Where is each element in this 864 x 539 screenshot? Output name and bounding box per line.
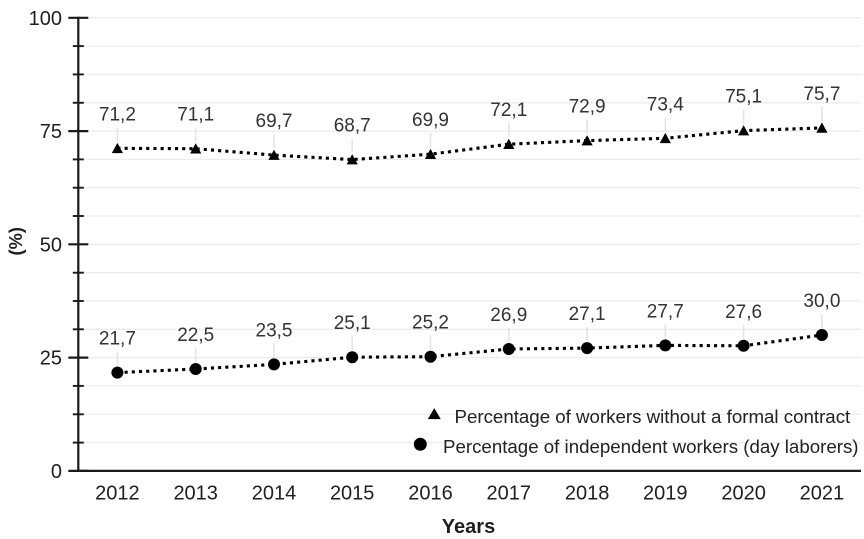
svg-text:22,5: 22,5 [177, 325, 214, 346]
svg-text:25: 25 [40, 348, 62, 370]
svg-text:27,7: 27,7 [647, 301, 684, 322]
svg-text:2016: 2016 [408, 483, 453, 505]
svg-text:27,1: 27,1 [569, 304, 606, 325]
svg-text:27,6: 27,6 [725, 302, 762, 323]
svg-text:75,1: 75,1 [725, 87, 762, 108]
svg-text:26,9: 26,9 [490, 305, 527, 326]
svg-text:2020: 2020 [721, 483, 766, 505]
svg-text:50: 50 [40, 234, 62, 256]
svg-text:72,9: 72,9 [569, 97, 606, 118]
svg-text:2019: 2019 [643, 483, 688, 505]
svg-text:Percentage of workers without: Percentage of workers without a formal c… [455, 406, 852, 427]
svg-text:2021: 2021 [800, 483, 845, 505]
svg-text:23,5: 23,5 [256, 320, 293, 341]
svg-text:2014: 2014 [252, 483, 297, 505]
svg-text:75,7: 75,7 [803, 84, 840, 105]
svg-text:100: 100 [29, 8, 62, 30]
svg-text:0: 0 [51, 461, 62, 483]
svg-text:2013: 2013 [173, 483, 218, 505]
svg-text:72,1: 72,1 [490, 100, 527, 121]
svg-text:21,7: 21,7 [99, 329, 136, 350]
svg-text:(%): (%) [5, 227, 26, 255]
svg-text:2012: 2012 [95, 483, 140, 505]
svg-text:75: 75 [40, 121, 62, 143]
svg-text:2018: 2018 [565, 483, 610, 505]
svg-text:73,4: 73,4 [647, 94, 684, 115]
svg-text:69,7: 69,7 [256, 111, 293, 132]
svg-text:69,9: 69,9 [412, 110, 449, 131]
svg-text:68,7: 68,7 [334, 116, 371, 137]
svg-text:Years: Years [442, 516, 495, 538]
svg-text:25,1: 25,1 [334, 313, 371, 334]
svg-text:2017: 2017 [487, 483, 532, 505]
svg-text:71,2: 71,2 [99, 104, 136, 125]
svg-text:2015: 2015 [330, 483, 375, 505]
svg-text:30,0: 30,0 [803, 291, 840, 312]
svg-text:Percentage of independent work: Percentage of independent workers (day l… [443, 436, 859, 457]
svg-text:25,2: 25,2 [412, 313, 449, 334]
svg-text:71,1: 71,1 [177, 105, 214, 126]
